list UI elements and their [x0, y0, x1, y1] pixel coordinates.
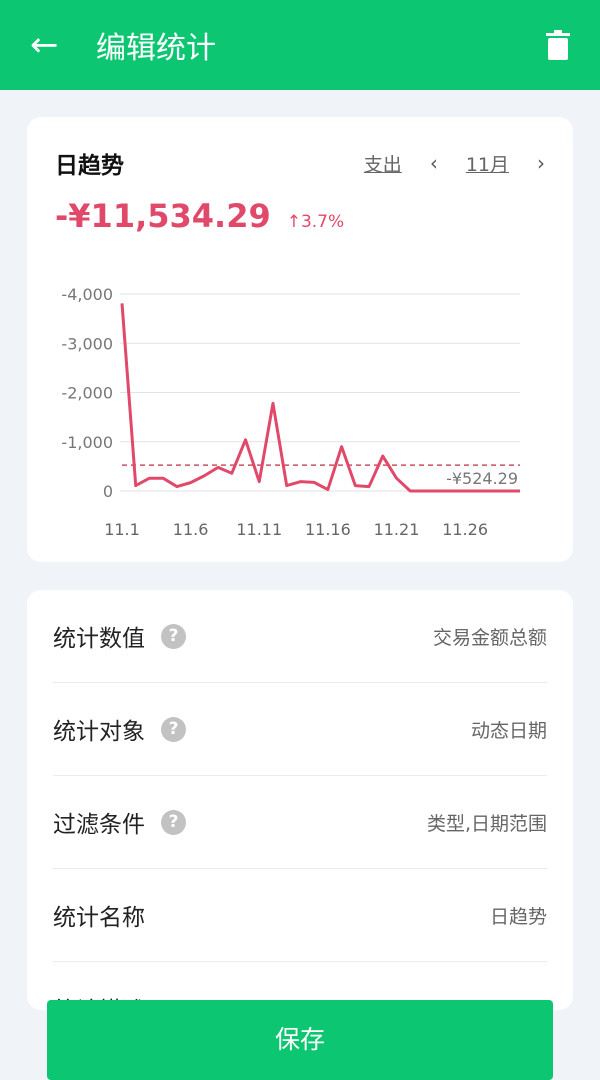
type-selector[interactable]: 支出: [364, 150, 402, 177]
app-bar: ← 编辑统计: [0, 0, 600, 90]
settings-card: 统计数值?交易金额总额统计对象?动态日期过滤条件?类型,日期范围统计名称日趋势统…: [27, 590, 573, 1010]
x-tick-label: 11.11: [236, 520, 282, 539]
setting-row[interactable]: 统计数值? 交易金额总额: [53, 590, 547, 683]
x-tick-label: 11.26: [442, 520, 488, 539]
total-amount: -¥11,534.29: [55, 197, 271, 235]
save-button[interactable]: 保存: [47, 1000, 553, 1080]
line-chart: -4,000 -3,000 -2,000 -1,000 0 11.1 11.6 11.11 11…: [27, 267, 573, 547]
setting-label: 统计名称: [53, 898, 145, 932]
change-percent: ↑3.7%: [287, 212, 344, 232]
y-tick-label: -2,000: [61, 384, 113, 403]
y-tick-label: -4,000: [61, 285, 113, 304]
card-title: 日趋势: [55, 146, 364, 180]
setting-value: 日趋势: [490, 902, 547, 929]
setting-row[interactable]: 统计对象? 动态日期: [53, 683, 547, 776]
y-tick-label: -3,000: [61, 334, 113, 353]
setting-value: 动态日期: [471, 716, 547, 743]
y-tick-label: -1,000: [61, 433, 113, 452]
x-tick-label: 11.1: [104, 520, 140, 539]
setting-label: 统计对象: [53, 712, 145, 746]
setting-value: 交易金额总额: [433, 623, 547, 650]
help-icon[interactable]: ?: [161, 810, 186, 835]
x-tick-label: 11.16: [305, 520, 351, 539]
setting-row[interactable]: 统计名称 日趋势: [53, 869, 547, 962]
back-button[interactable]: ←: [30, 25, 96, 65]
prev-month-icon[interactable]: ‹: [430, 151, 438, 175]
chart-card: 日趋势 支出 ‹ 11月 › -¥11,534.29 ↑3.7% -4,000-…: [27, 117, 573, 562]
page-title: 编辑统计: [96, 23, 546, 67]
setting-value: 类型,日期范围: [427, 809, 547, 836]
month-selector[interactable]: 11月: [466, 150, 509, 177]
y-tick-label: 0: [103, 482, 113, 501]
trash-icon[interactable]: [546, 30, 570, 60]
next-month-icon[interactable]: ›: [537, 151, 545, 175]
help-icon[interactable]: ?: [161, 624, 186, 649]
help-icon[interactable]: ?: [161, 717, 186, 742]
setting-label: 统计数值: [53, 619, 145, 653]
x-tick-label: 11.6: [173, 520, 209, 539]
setting-label: 过滤条件: [53, 805, 145, 839]
series-line: [122, 303, 520, 491]
setting-row[interactable]: 过滤条件? 类型,日期范围: [53, 776, 547, 869]
average-label: -¥524.29: [446, 469, 518, 488]
x-tick-label: 11.21: [374, 520, 420, 539]
